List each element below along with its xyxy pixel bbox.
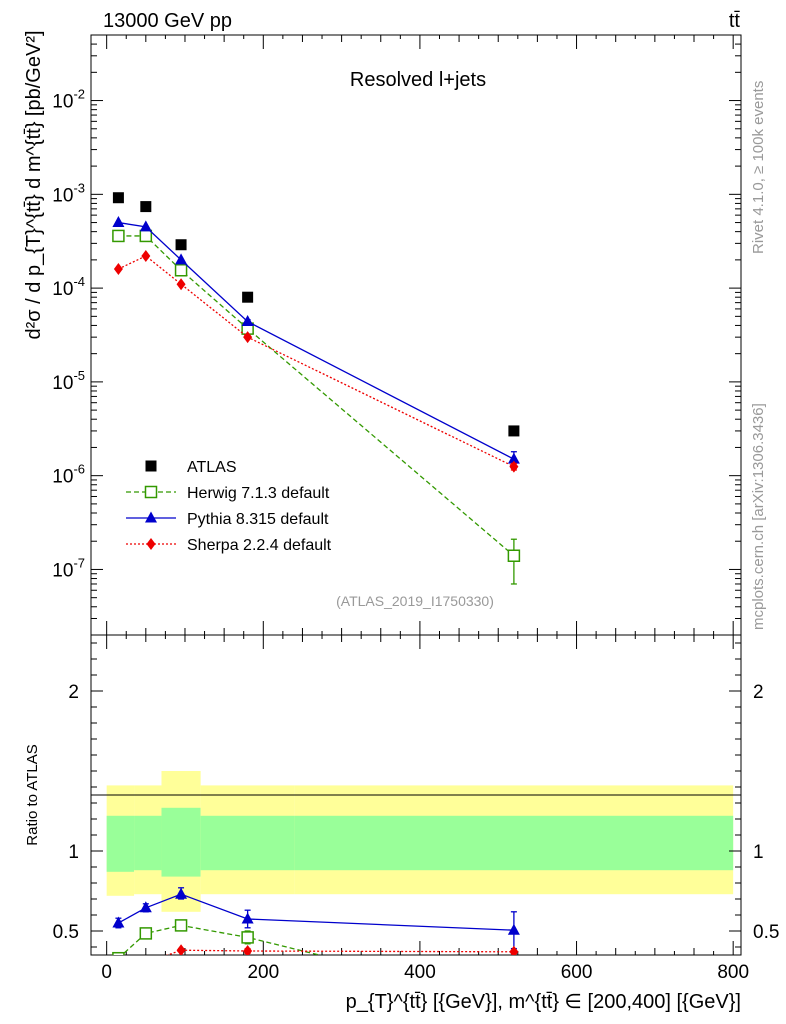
stat-uncertainty-band: [161, 807, 201, 877]
ratio-point: [175, 887, 188, 899]
series-sherpa-2-2-4-default: [113, 249, 519, 473]
x-tick-label: 0: [101, 962, 112, 983]
main-y-ticks: 10-7 10-6 10-5 10-4 10-3 10-2: [52, 34, 741, 636]
y-tick-label: 10-5: [52, 368, 85, 394]
data-point: [141, 249, 151, 262]
ratio-uncertainty-bands: [106, 771, 734, 912]
data-point: [242, 291, 254, 303]
mcplots-label: mcplots.cern.ch [arXiv:1306.3436]: [750, 403, 767, 630]
data-point: [139, 229, 153, 243]
y-tick-label: 10-7: [52, 555, 85, 581]
ratio-point: [139, 901, 152, 913]
legend-marker: [145, 511, 157, 523]
legend-marker: [144, 485, 158, 499]
y-tick-label: 2: [68, 682, 79, 703]
data-point: [241, 315, 254, 327]
data-point: [140, 201, 152, 213]
ratio-panel: Ratio to ATLAS 0.5 0.51 12 2 0 200 400 600 800 …: [24, 35, 779, 1013]
y-tick-label: 0.5: [753, 922, 779, 943]
legend-marker: [146, 538, 156, 550]
x-tick-label: 200: [247, 962, 279, 983]
data-point: [112, 229, 125, 243]
series-pythia-8-315-default: [112, 216, 520, 469]
legend-entry: ATLAS: [145, 459, 237, 476]
series-herwig-7-1-3-default: [112, 229, 521, 585]
ratio-point: [139, 927, 153, 940]
series-line: [118, 255, 515, 468]
x-tick-label: 400: [404, 962, 436, 983]
ratio-point: [112, 951, 125, 955]
legend-entry: Sherpa 2.2.4 default: [126, 537, 332, 554]
x-axis-ticks: 0 200 400 600 800: [101, 35, 749, 983]
data-point: [113, 262, 123, 275]
ratio-series-pythia-8-315-default: [112, 887, 520, 950]
analysis-label: (ATLAS_2019_I1750330): [336, 593, 494, 609]
ratio-point: [243, 945, 253, 955]
ratio-point: [174, 919, 188, 932]
legend-label: Herwig 7.1.3 default: [187, 485, 330, 502]
ratio-point: [509, 945, 519, 955]
ratio-y-ticks: 0.5 0.5 1 1 2 2: [53, 642, 779, 948]
ratio-series-sherpa-2-2-4-default: [114, 944, 519, 990]
y-tick-label: 2: [753, 682, 764, 703]
main-panel: Resolved l+jets (ATLAS_2019_I1750330) d²…: [23, 30, 742, 636]
ratio-series-clipped: [112, 887, 520, 990]
main-series: [112, 192, 521, 585]
ratio-point: [241, 931, 254, 944]
energy-label: 13000 GeV pp: [103, 10, 232, 32]
data-point: [175, 239, 187, 251]
ratio-point: [112, 916, 125, 928]
x-tick-label: 600: [561, 962, 593, 983]
data-point: [139, 220, 152, 232]
series-line: [118, 221, 515, 460]
data-point: [175, 253, 188, 265]
ratio-point: [141, 957, 150, 969]
x-axis-label: p_{T}^{tt̄} [{GeV}], m^{tt̄} ∈ [200,400]…: [346, 991, 741, 1013]
legend-entry: Herwig 7.1.3 default: [126, 485, 330, 502]
data-point: [507, 452, 520, 464]
data-point: [174, 264, 188, 277]
y-tick-label: 10-2: [52, 87, 85, 113]
stat-uncertainty-band: [200, 815, 295, 871]
stat-uncertainty-band: [134, 815, 162, 871]
rivet-label: Rivet 4.1.0, ≥ 100k events: [750, 81, 767, 254]
y-tick-label: 10-4: [52, 274, 85, 300]
y-tick-label: 1: [68, 842, 79, 863]
legend-label: Pythia 8.315 default: [187, 511, 329, 528]
y-tick-label: 10-3: [52, 180, 85, 206]
legend-label: ATLAS: [187, 459, 237, 476]
data-point: [112, 192, 124, 204]
ratio-point: [114, 978, 123, 990]
ratio-series: [112, 887, 520, 990]
ratio-series-herwig-7-1-3-default: [112, 919, 322, 955]
main-y-axis-label: d²σ / d p_{T}^{tt̄} d m^{tt̄} [pb/GeV²]: [23, 30, 45, 339]
stat-uncertainty-band: [106, 815, 135, 872]
legend-label: Sherpa 2.2.4 default: [187, 537, 332, 554]
stat-uncertainty-band: [294, 815, 734, 871]
ratio-y-axis-label: Ratio to ATLAS: [24, 744, 41, 845]
panel-title: Resolved l+jets: [350, 69, 486, 91]
series-atlas: [112, 192, 520, 437]
ratio-point: [241, 912, 254, 924]
data-point: [176, 278, 186, 291]
y-tick-label: 0.5: [53, 922, 79, 943]
y-tick-label: 1: [753, 842, 764, 863]
legend: ATLAS Herwig 7.1.3 default Pythia 8.315 de…: [126, 459, 332, 554]
data-point: [508, 425, 520, 437]
legend-marker: [145, 460, 157, 472]
legend-entry: Pythia 8.315 default: [126, 511, 329, 528]
data-point: [243, 331, 253, 344]
y-tick-label: 10-6: [52, 462, 85, 488]
x-tick-label: 800: [717, 962, 749, 983]
data-point: [112, 216, 125, 228]
process-label: tt̄: [729, 10, 741, 32]
data-point: [507, 549, 521, 562]
ratio-point: [176, 944, 186, 955]
ratio-point: [507, 923, 520, 935]
data-point: [509, 460, 519, 473]
